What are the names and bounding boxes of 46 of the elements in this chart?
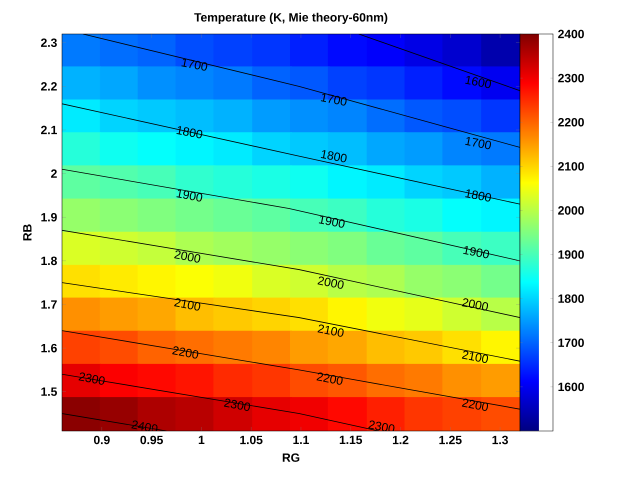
x-tick-label: 1.05 (240, 436, 263, 444)
color-bar-label: 2000 (558, 206, 584, 215)
y-tick-label: 1.9 (41, 212, 57, 222)
color-bar-label: 1700 (558, 338, 584, 348)
color-bar-label: 2300 (558, 74, 584, 82)
y-tick-label: 1.8 (41, 256, 57, 266)
x-tick-label: 0.9 (94, 436, 110, 444)
annotation: 1700 (465, 137, 492, 150)
x-tick-label: 1.2 (392, 436, 408, 444)
x-tick-label: 1.3 (492, 436, 508, 444)
annotation: 2100 (462, 350, 488, 363)
color-bar-label: 2400 (558, 30, 584, 38)
color-bar-label: 2200 (558, 118, 584, 126)
annotation: 2100 (174, 298, 200, 311)
y-tick-label: 1.5 (41, 388, 57, 396)
annotation: 2200 (316, 372, 343, 385)
color-bar-label: 2100 (558, 162, 584, 171)
annotation: 2000 (318, 276, 344, 289)
annotation: 2000 (174, 250, 200, 263)
y-tick-label: 2 (51, 169, 57, 178)
x-tick-label: 1.15 (340, 436, 362, 444)
x-axis-title: RG (282, 453, 300, 462)
annotation: 2300 (224, 398, 250, 411)
annotation: 1900 (318, 216, 345, 228)
annotation: 1800 (320, 150, 347, 162)
x-tick-label: 1.1 (293, 436, 309, 444)
x-tick-label: 0.95 (140, 436, 163, 444)
color-bar-label: 1600 (558, 382, 584, 392)
annotation: 1600 (465, 76, 492, 88)
color-bar-label: 1900 (558, 250, 584, 259)
y-tick-label: 1.7 (41, 300, 57, 309)
annotation: 1900 (176, 189, 202, 202)
annotation: 2100 (318, 324, 344, 337)
y-tick-label: 2.2 (41, 82, 57, 91)
annotation: 1800 (176, 126, 202, 138)
chart-title: Temperature (K, Mie theory-60nm) (194, 12, 388, 24)
annotation: 2200 (172, 346, 198, 359)
annotation: 1800 (465, 189, 492, 202)
y-tick-label: 2.3 (41, 38, 57, 47)
x-tick-label: 1 (198, 436, 204, 444)
annotation: 2300 (78, 372, 105, 385)
color-bar-label: 1800 (558, 294, 584, 303)
y-tick-label: 2.1 (41, 126, 57, 134)
y-tick-label: 1.6 (41, 344, 57, 352)
x-tick-label: 1.25 (439, 436, 462, 444)
y-axis-title: RB (23, 224, 32, 240)
